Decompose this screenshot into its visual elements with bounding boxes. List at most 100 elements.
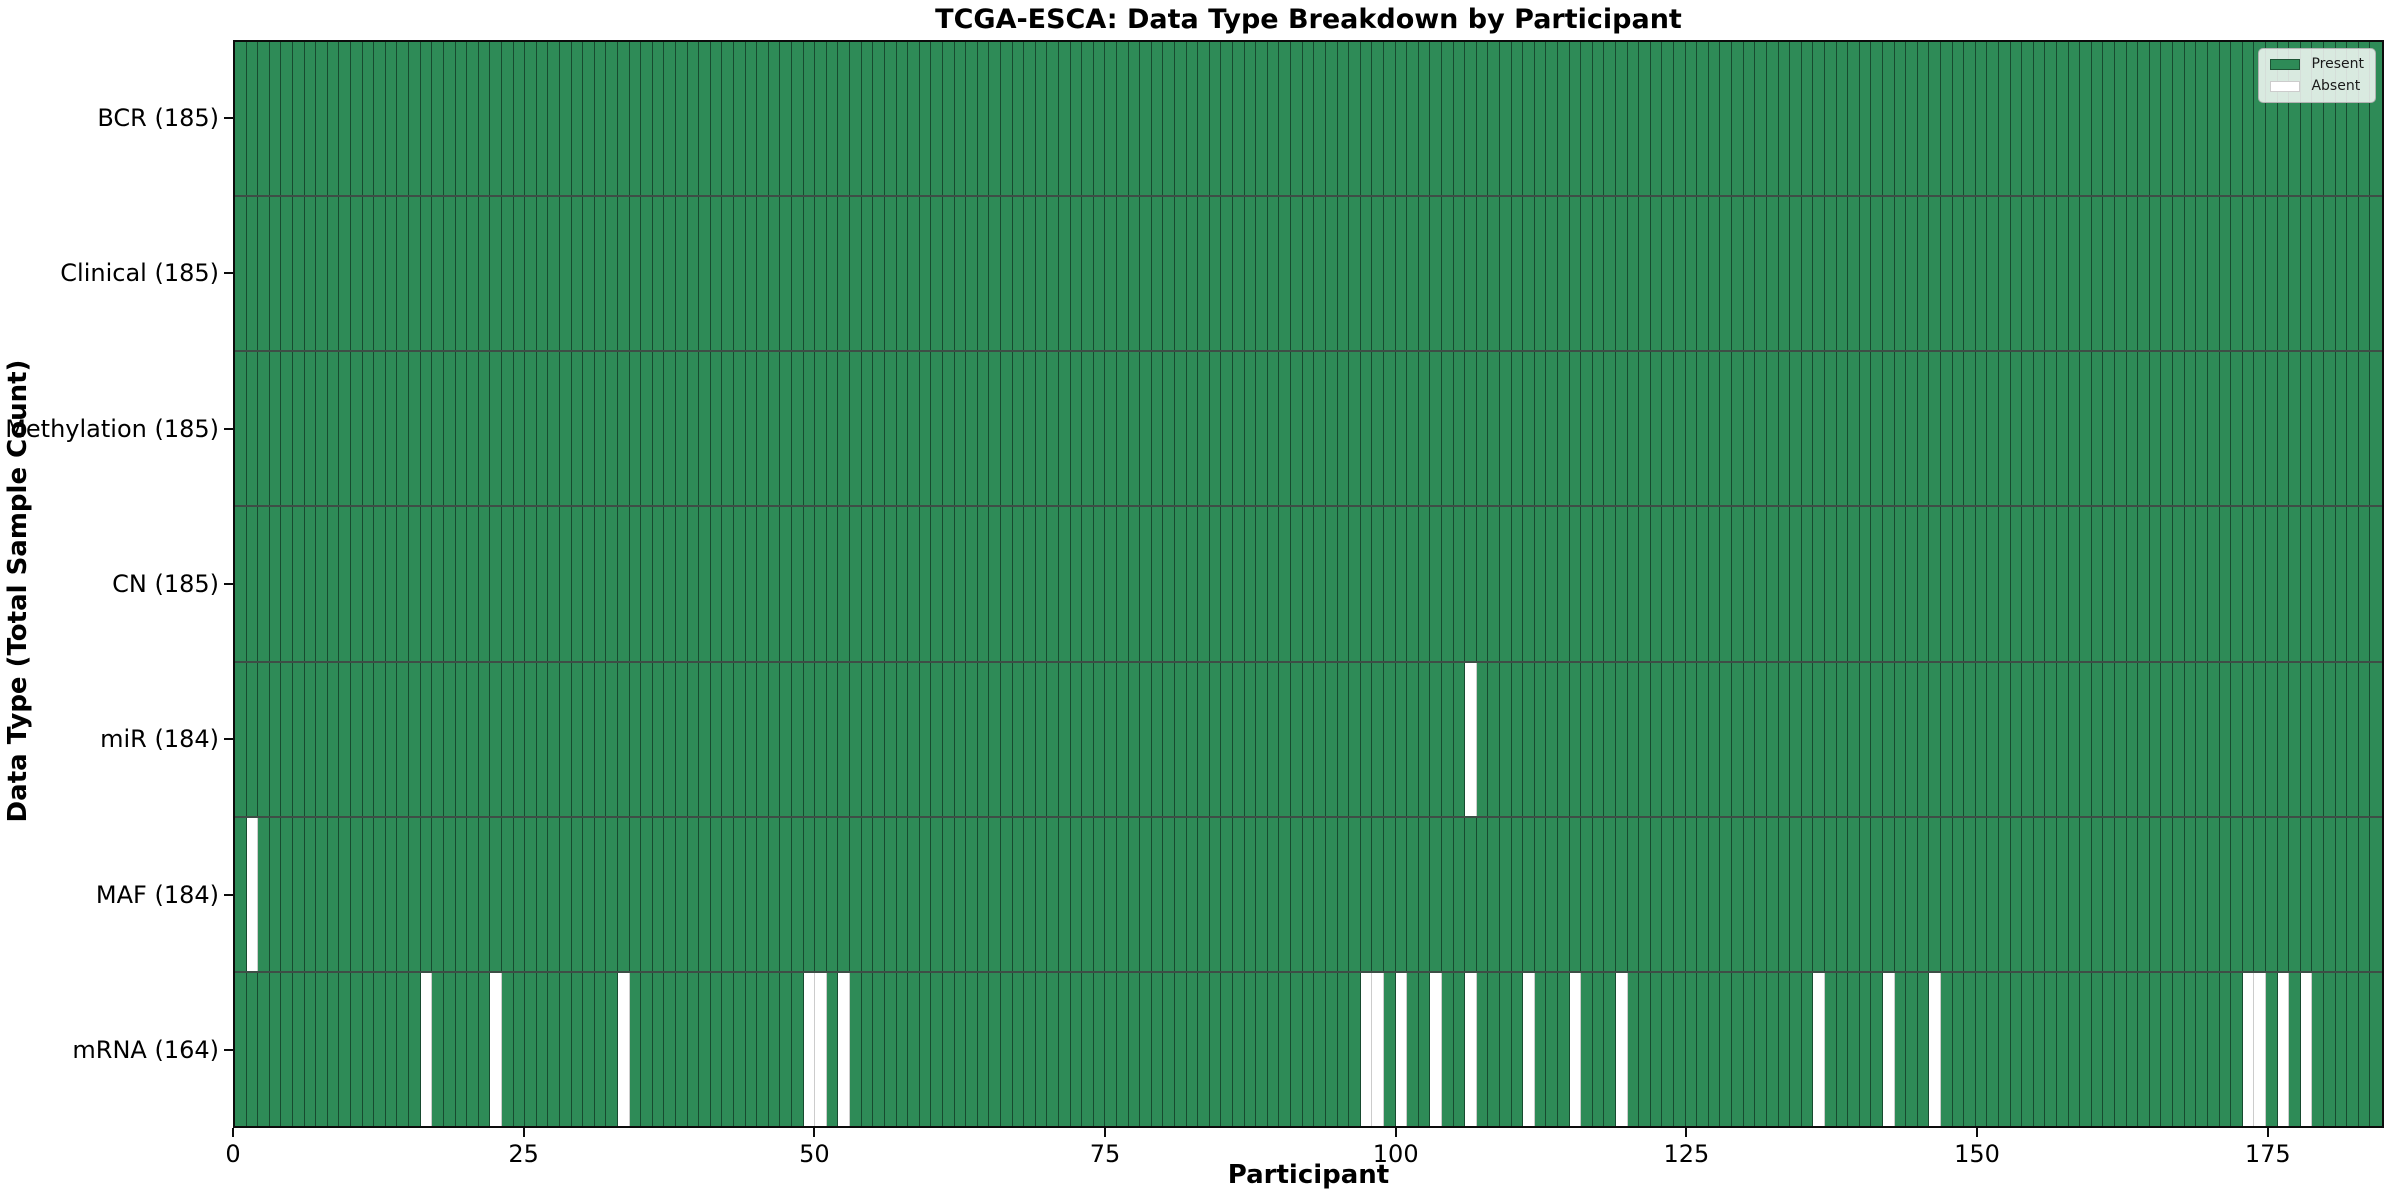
present-cell	[2103, 197, 2116, 351]
present-cell	[1453, 662, 1466, 816]
present-cell	[1430, 817, 1442, 971]
present-cell	[745, 197, 758, 351]
present-cell	[1128, 662, 1141, 816]
present-cell	[652, 662, 665, 816]
present-cell	[1499, 197, 1512, 351]
present-cell	[235, 352, 247, 506]
present-cell	[1987, 197, 2000, 351]
present-cell	[1337, 662, 1350, 816]
present-cell	[873, 352, 885, 506]
present-cell	[2207, 197, 2220, 351]
present-cell	[2242, 42, 2255, 196]
present-cell	[1581, 352, 1593, 506]
present-cell	[1267, 662, 1280, 816]
present-cell	[1499, 972, 1512, 1126]
present-cell	[2347, 817, 2359, 971]
y-tick-label: CN (185)	[112, 570, 219, 598]
y-tick-mark	[224, 427, 233, 430]
present-cell	[1604, 197, 1617, 351]
present-cell	[1488, 197, 1500, 351]
present-cell	[1766, 352, 1779, 506]
present-cell	[235, 972, 247, 1126]
present-cell	[467, 42, 479, 196]
present-cell	[710, 972, 723, 1126]
present-cell	[1523, 42, 1535, 196]
present-cell	[571, 972, 584, 1126]
present-cell	[1198, 197, 1210, 351]
present-cell	[2231, 42, 2243, 196]
present-cell	[2242, 352, 2255, 506]
present-cell	[420, 507, 433, 661]
present-cell	[1024, 972, 1036, 1126]
y-tick-mark	[224, 738, 233, 741]
present-cell	[676, 197, 688, 351]
present-cell	[269, 662, 282, 816]
present-cell	[1117, 352, 1129, 506]
present-cell	[2184, 197, 2197, 351]
present-cell	[1813, 662, 1825, 816]
present-cell	[1151, 507, 1164, 661]
present-cell	[629, 352, 642, 506]
present-cell	[1940, 817, 1953, 971]
present-cell	[884, 42, 897, 196]
present-cell	[1650, 197, 1663, 351]
present-cell	[2173, 42, 2185, 196]
present-cell	[1267, 42, 1280, 196]
present-cell	[768, 972, 781, 1126]
present-cell	[316, 817, 328, 971]
present-cell	[548, 42, 560, 196]
present-cell	[443, 972, 456, 1126]
present-cell	[780, 352, 793, 506]
present-cell	[1233, 197, 1245, 351]
present-cell	[1650, 972, 1663, 1126]
present-cell	[1917, 197, 1930, 351]
present-cell	[339, 507, 352, 661]
present-cell	[432, 42, 444, 196]
present-cell	[1790, 42, 1802, 196]
present-cell	[2300, 507, 2313, 661]
present-cell	[2277, 42, 2290, 196]
present-cell	[1035, 507, 1048, 661]
present-cell	[1987, 662, 2000, 816]
present-cell	[2022, 197, 2034, 351]
y-axis-ticks: BCR (185) Clinical (185) Methylation (185)…	[0, 40, 233, 1128]
present-cell	[1430, 197, 1442, 351]
present-cell	[293, 507, 305, 661]
present-cell	[792, 972, 804, 1126]
present-cell	[1558, 817, 1570, 971]
present-cell	[1511, 507, 1524, 661]
present-cell	[1790, 352, 1802, 506]
present-cell	[1302, 42, 1315, 196]
present-cell	[478, 662, 491, 816]
present-cell	[1383, 507, 1396, 661]
present-cell	[2022, 507, 2034, 661]
present-cell	[2207, 972, 2220, 1126]
present-cell	[1476, 352, 1489, 506]
present-cell	[1824, 197, 1837, 351]
present-cell	[1720, 662, 1733, 816]
present-cell	[1209, 662, 1222, 816]
present-cell	[1708, 507, 1721, 661]
present-cell	[1047, 42, 1059, 196]
present-cell	[327, 507, 340, 661]
present-cell	[304, 817, 317, 971]
absent-cell	[1372, 972, 1384, 1126]
present-cell	[942, 42, 955, 196]
present-cell	[2265, 352, 2278, 506]
present-cell	[571, 662, 584, 816]
present-cell	[942, 972, 955, 1126]
present-cell	[2300, 662, 2313, 816]
present-cell	[478, 42, 491, 196]
present-cell	[1221, 662, 1234, 816]
present-cell	[1128, 507, 1141, 661]
present-cell	[1558, 352, 1570, 506]
present-cell	[1801, 662, 1814, 816]
present-cell	[629, 972, 642, 1126]
present-cell	[652, 972, 665, 1126]
present-cell	[490, 197, 502, 351]
present-cell	[2068, 507, 2081, 661]
present-cell	[467, 972, 479, 1126]
present-cell	[1279, 662, 1292, 816]
x-tick-label: 25	[508, 1140, 539, 1168]
present-cell	[1778, 972, 1791, 1126]
